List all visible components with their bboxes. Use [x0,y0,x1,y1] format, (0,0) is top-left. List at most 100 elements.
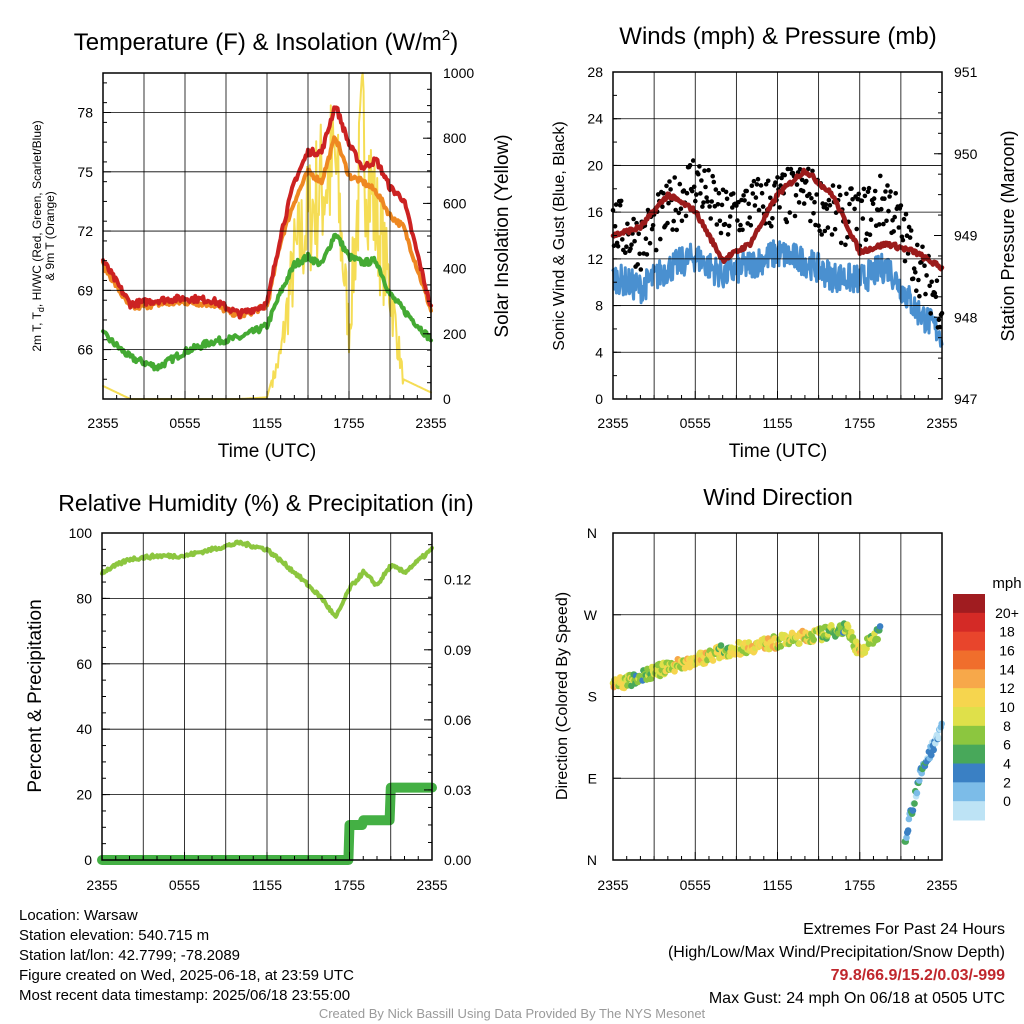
gust-point [763,181,769,187]
winds-left-tick-label: 20 [587,157,603,173]
temperature-title: Temperature (F) & Insolation (W/m2) [74,27,458,56]
gust-point [900,237,906,243]
winds-left-tick-label: 0 [595,391,603,407]
gust-point [643,236,649,241]
gust-point [678,206,684,211]
winds-series [610,158,945,348]
gust-point [916,277,921,283]
direction-point [916,777,923,784]
gust-point [708,216,713,221]
temperature-ylabel-left-2: & 9m T (Orange) [43,191,57,281]
gust-point [885,183,890,188]
gust-point [724,196,730,202]
gust-point [676,210,682,216]
gust-point [694,192,699,197]
gust-point [881,221,886,227]
gust-point [903,211,909,217]
gust-point [891,229,896,234]
gust-point [777,205,782,210]
winds-left-tick-label: 8 [595,298,603,314]
gust-point [768,195,773,201]
gust-point [793,193,799,198]
gust-point [922,263,927,269]
gust-point [911,266,917,271]
gust-point [706,167,711,173]
legend-swatch [953,801,985,821]
gust-point [618,198,624,204]
humidity-left-tick-label: 40 [76,721,92,737]
humidity-axis-ticks: 2355 0555 1155 1755 2355 0 20 40 60 80 100 0.00 0.03… [69,525,472,893]
humidity-right-tick-label: 0.03 [444,782,471,798]
gust-point [613,202,619,207]
gust-point [927,283,932,289]
temperature-x-tick-label: 1155 [252,415,282,431]
gust-point [901,216,907,222]
gust-point [698,191,703,196]
gust-point [832,226,838,232]
direction-point [911,800,918,807]
gust-point [844,191,849,197]
gust-point [711,179,717,185]
gust-point [907,235,913,240]
legend-label: 10 [999,699,1015,715]
direction-point [903,834,910,841]
extremes-description: (High/Low/Max Wind/Precipitation/Snow De… [667,944,1005,961]
gust-point [696,171,701,177]
direction-panel: Wind Direction 2355 0555 1155 1755 2355NESWN… [554,484,1022,893]
gust-point [923,291,928,297]
humidity-right-tick-label: 0.00 [444,852,471,868]
gust-point [637,251,642,257]
gust-point [677,181,683,187]
gust-point [658,236,663,242]
temperature-grid [103,73,431,399]
direction-title: Wind Direction [703,484,853,510]
gust-point [819,232,824,237]
direction-left-tick-label: N [587,852,597,868]
direction-left-tick-label: N [587,525,597,541]
gust-point [905,251,911,256]
legend-swatch [953,688,985,708]
gust-point [690,158,696,163]
gust-point [684,190,690,196]
direction-left-tick-label: S [588,689,597,705]
gust-point [702,168,707,173]
gust-point [758,183,764,188]
legend-label: 18 [999,624,1015,640]
direction-x-tick-label: 1155 [762,877,792,893]
temperature-x-tick-label: 2355 [87,415,118,431]
winds-right-tick-label: 949 [954,228,978,244]
gust-point [796,200,802,205]
humidity-left-tick-label: 20 [76,787,92,803]
legend-swatch [953,594,985,614]
humidity-left-tick-label: 60 [76,656,92,672]
gust-point [715,202,721,207]
winds-x-tick-label: 1755 [844,415,875,431]
legend-swatch [953,650,985,670]
direction-ylabel-left: Direction (Colored By Speed) [554,592,571,800]
extremes-values: 79.8/66.9/15.2/0.03/-999 [830,967,1005,984]
legend-swatch [953,669,985,689]
direction-x-tick-label: 1755 [844,877,875,893]
gust-point [718,230,724,236]
gust-point [624,244,629,249]
max-gust-text: Max Gust: 24 mph On 06/18 at 0505 UTC [708,990,1005,1007]
direction-left-tick-label: W [584,607,598,623]
gust-point [707,204,712,209]
temperature-left-tick-label: 69 [77,282,93,298]
gust-point [653,247,659,253]
gust-point [788,166,794,172]
gust-point [661,191,666,196]
humidity-grid [102,533,432,860]
gust-point [933,294,939,300]
humidity-panel: Relative Humidity (%) & Precipitation (i… [25,490,474,893]
direction-point [905,815,913,823]
direction-x-tick-label: 2355 [597,877,628,893]
extremes-title: Extremes For Past 24 Hours [803,921,1005,938]
gust-point [727,214,733,219]
gust-point [612,224,618,229]
direction-point [913,789,921,797]
direction-point [709,657,717,664]
gust-point [906,224,912,230]
winds-right-tick-label: 948 [954,309,978,325]
gust-point [883,189,888,194]
